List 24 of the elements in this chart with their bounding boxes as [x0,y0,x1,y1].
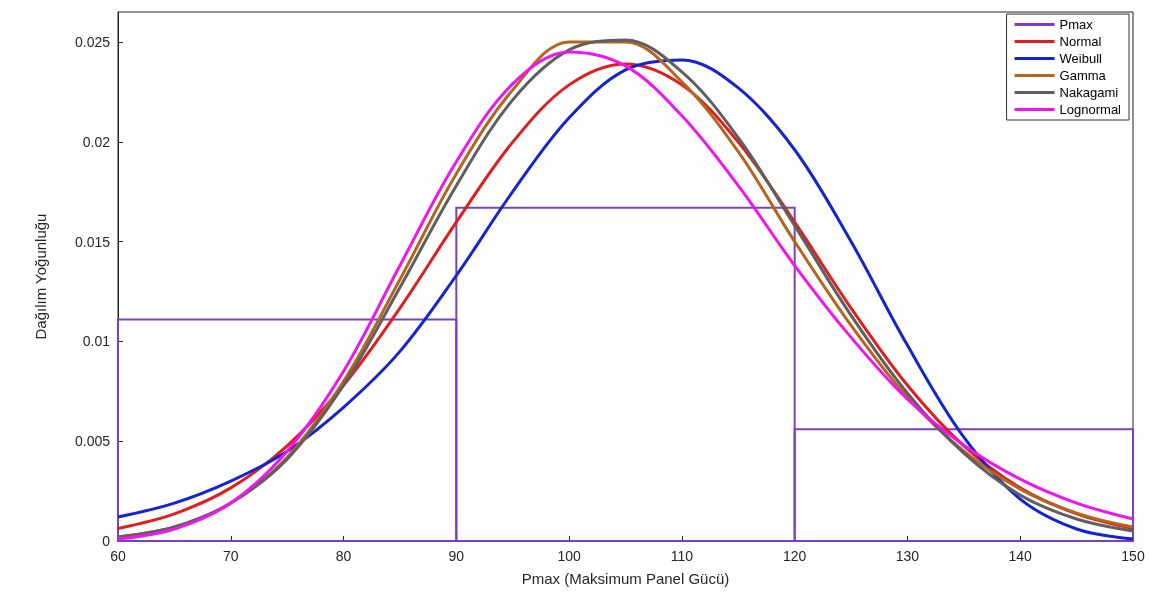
y-axis-title: Dağılım Yoğunluğu [32,213,49,340]
y-tick-label: 0.015 [74,233,111,250]
y-tick-label: 0.02 [82,133,111,150]
y-tick-label: 0 [102,533,111,549]
legend-label: Normal [1059,34,1102,49]
x-tick-label: 150 [1121,548,1145,564]
x-tick-label: 70 [222,548,239,564]
y-tick-label: 0.01 [82,333,111,350]
legend-label: Pmax [1059,17,1094,32]
legend-label: Nakagami [1059,85,1119,100]
legend-label: Lognormal [1059,102,1122,117]
legend-label: Weibull [1059,51,1103,66]
x-tick-label: 130 [895,548,920,564]
y-tick-label: 0.005 [74,433,111,450]
x-tick-label: 80 [335,548,352,564]
x-axis-title: Pmax (Maksimum Panel Gücü) [521,570,730,587]
x-tick-label: 100 [557,548,581,564]
legend-label: Gamma [1059,68,1107,83]
x-tick-label: 90 [448,548,465,564]
x-tick-label: 60 [110,548,126,564]
x-tick-label: 120 [782,548,807,564]
x-tick-label: 140 [1008,548,1033,564]
y-tick-label: 0.025 [74,33,111,50]
x-tick-label: 110 [670,548,694,564]
